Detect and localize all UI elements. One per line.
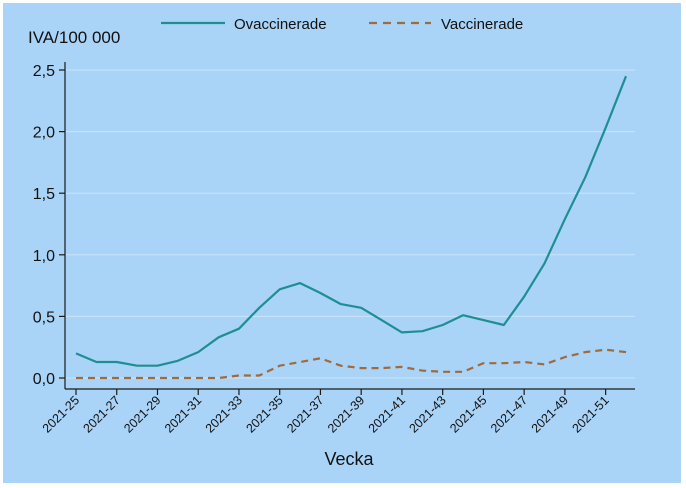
series-line-ovaccinerade — [75, 75, 628, 367]
line-chart: 0,0 0,5 1,0 1,5 2,0 2,5 2021-252021-272021-29… — [28, 16, 635, 469]
x-ticks: 2021-252021-272021-292021-312021-332021-… — [40, 389, 612, 436]
x-axis-label: Vecka — [324, 449, 374, 469]
x-tick-label: 2021-37 — [284, 393, 326, 435]
series — [75, 75, 628, 380]
x-tick-label: 2021-45 — [447, 393, 489, 435]
x-tick-label: 2021-33 — [203, 393, 245, 435]
x-tick-label: 2021-41 — [366, 393, 408, 435]
x-tick-label: 2021-31 — [162, 393, 204, 435]
axes — [64, 62, 635, 390]
legend-label-ovaccinerade: Ovaccinerade — [234, 16, 327, 33]
x-tick-label: 2021-29 — [121, 393, 163, 435]
y-ticks: 0,0 0,5 1,0 1,5 2,0 2,5 — [33, 63, 65, 388]
y-tick-label: 0,5 — [33, 309, 55, 326]
y-tick-label: 2,5 — [33, 63, 55, 80]
x-tick-label: 2021-43 — [406, 393, 448, 435]
x-tick-label: 2021-25 — [40, 393, 82, 435]
x-tick-label: 2021-47 — [488, 393, 530, 435]
x-tick-label: 2021-27 — [81, 393, 123, 435]
y-axis-label: IVA/100 000 — [28, 28, 120, 47]
legend: Ovaccinerade Vaccinerade — [161, 16, 523, 33]
chart-panel: 0,0 0,5 1,0 1,5 2,0 2,5 2021-25 2021-27 2021-29… — [3, 3, 681, 483]
gridlines — [65, 69, 635, 379]
y-tick-label: 0,0 — [33, 371, 55, 388]
series-line-vaccinerade — [76, 348, 627, 380]
y-tick-label: 2,0 — [33, 125, 55, 142]
legend-label-vaccinerade: Vaccinerade — [441, 16, 523, 33]
x-tick-label: 2021-35 — [243, 393, 285, 435]
x-tick-label: 2021-49 — [529, 393, 571, 435]
y-tick-label: 1,5 — [33, 186, 55, 203]
y-tick-label: 1,0 — [33, 248, 55, 265]
x-tick-label: 2021-39 — [325, 393, 367, 435]
x-tick-label: 2021-51 — [569, 393, 611, 435]
